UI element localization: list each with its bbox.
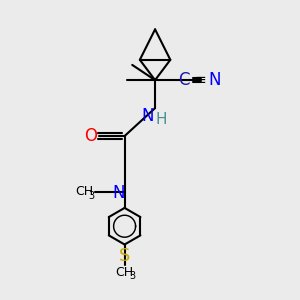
Text: C: C [178,71,190,89]
Text: 3: 3 [88,191,94,201]
Text: N: N [112,184,124,202]
Text: H: H [156,112,167,127]
Text: S: S [119,247,130,265]
Text: CH: CH [116,266,134,279]
Text: N: N [208,71,221,89]
Text: N: N [141,107,154,125]
Text: 3: 3 [129,271,135,281]
Text: CH: CH [75,185,93,198]
Text: O: O [84,127,97,145]
Text: ≡: ≡ [195,73,207,87]
